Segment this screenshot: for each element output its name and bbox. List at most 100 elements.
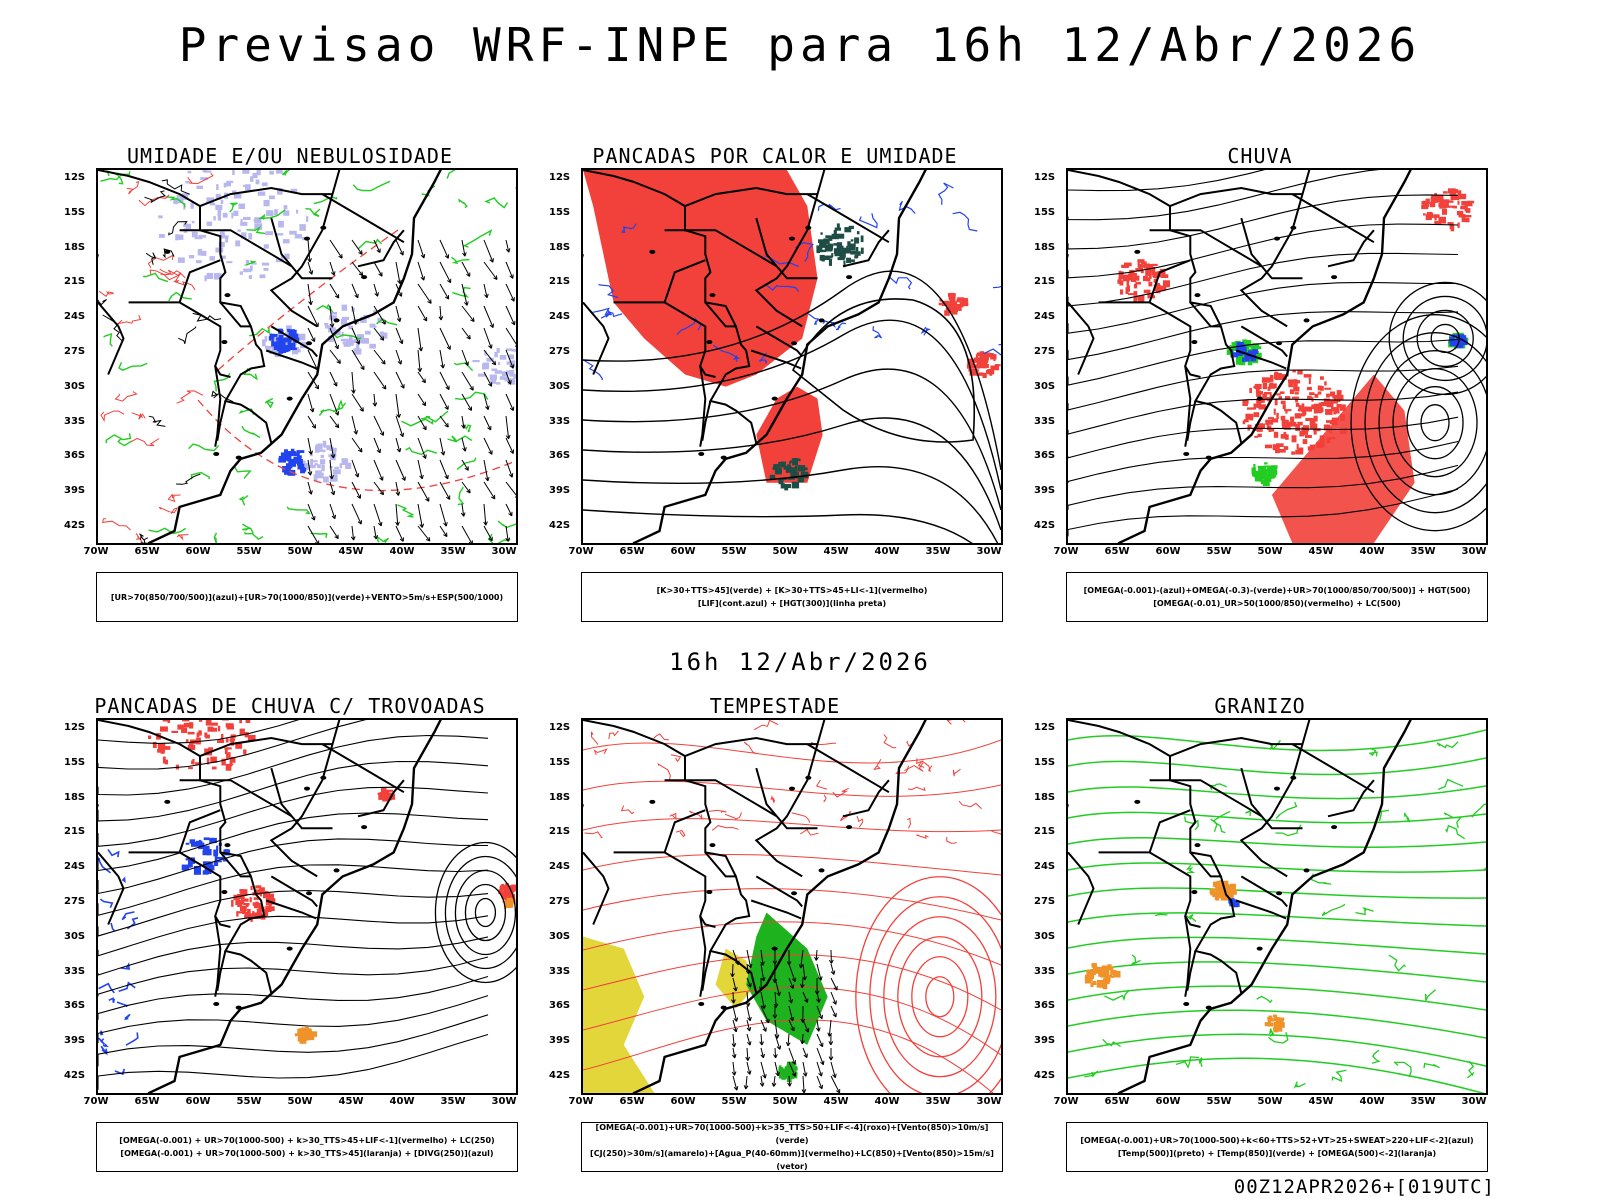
lat-tick-label: 24S [64, 861, 86, 873]
lon-tick-label: 50W [772, 1096, 798, 1107]
legend-line: [OMEGA(-0.001)+UR>70(1000-500)+k>35_TTS>… [595, 1123, 989, 1145]
lat-tick-label: 30S [64, 380, 86, 392]
panel-granizo: GRANIZO [OMEGA(-0.001)+UR>70(1000-500)+k… [1030, 694, 1490, 1176]
lat-tick-label: 24S [64, 311, 86, 323]
lat-tick-label: 42S [1034, 520, 1056, 531]
legend-line: [LIF](cont.azul) + [HGT(300)](linha pret… [697, 599, 887, 608]
lat-tick-label: 12S [549, 722, 571, 733]
lon-tick-label: 65W [619, 1096, 645, 1107]
lat-tick-label: 15S [549, 756, 571, 768]
panel-title: PANCADAS POR CALOR E UMIDADE [592, 144, 958, 168]
lat-tick-label: 18S [549, 791, 571, 803]
lat-tick-label: 33S [64, 965, 86, 977]
panel-title: PANCADAS DE CHUVA C/ TROVOADAS [94, 694, 486, 718]
lat-tick-label: 39S [549, 485, 571, 497]
map-granizo [1066, 718, 1488, 1095]
map-graphic [98, 720, 516, 1093]
lon-tick-label: 35W [925, 546, 951, 557]
lat-tick-label: 18S [549, 241, 571, 253]
legend-line: [CJ(250)>30m/s](amarelo)+[Agua_P(40-60mm… [590, 1149, 994, 1171]
lon-tick-label: 60W [670, 1096, 696, 1107]
lon-tick-label: 55W [236, 546, 262, 557]
lat-tick-label: 27S [64, 346, 86, 357]
lon-tick-label: 40W [389, 546, 415, 557]
lon-tick-label: 70W [83, 1096, 109, 1107]
legend-line: [Temp(500)](preto) + [Temp(850)](verde) … [1117, 1149, 1437, 1158]
lat-tick-label: 15S [549, 206, 571, 218]
panel-umidade: UMIDADE E/OU NEBULOSIDADE [UR>70(850/700… [60, 144, 520, 626]
lon-tick-label: 65W [1104, 1096, 1130, 1107]
lat-tick-label: 42S [549, 520, 571, 531]
lat-tick-label: 15S [64, 206, 86, 218]
lat-tick-label: 18S [64, 241, 86, 253]
lon-tick-label: 30W [491, 546, 517, 557]
panel-legend: [UR>70(850/700/500)](azul)+[UR>70(1000/8… [96, 572, 518, 622]
lat-tick-label: 36S [1034, 450, 1056, 462]
lon-tick-label: 70W [1053, 546, 1079, 557]
lat-tick-label: 12S [1034, 722, 1056, 733]
lat-tick-label: 27S [1034, 896, 1056, 907]
legend-line: [K>30+TTS>45](verde) + [K>30+TTS>45+LI<-… [656, 586, 928, 595]
lat-tick-label: 39S [64, 1035, 86, 1047]
map-umidade [96, 168, 518, 545]
lat-tick-label: 42S [549, 1070, 571, 1081]
lat-tick-label: 27S [549, 346, 571, 357]
lat-tick-label: 12S [64, 172, 86, 183]
lon-tick-label: 30W [1461, 546, 1487, 557]
panel-title: GRANIZO [1214, 694, 1306, 718]
lat-tick-label: 39S [1034, 485, 1056, 497]
map-graphic [1068, 720, 1486, 1093]
lat-tick-label: 21S [1034, 276, 1056, 288]
panel-legend: [OMEGA(-0.001)+UR>70(1000-500)+k<60+TTS>… [1066, 1122, 1488, 1172]
map-graphic [1068, 170, 1486, 543]
lat-tick-label: 27S [1034, 346, 1056, 357]
lon-tick-label: 35W [925, 1096, 951, 1107]
lat-tick-label: 27S [64, 896, 86, 907]
lon-tick-label: 70W [83, 546, 109, 557]
map-graphic [583, 170, 1001, 543]
lat-tick-label: 42S [1034, 1070, 1056, 1081]
lon-tick-label: 50W [287, 1096, 313, 1107]
legend-line: [OMEGA(-0.001)+UR>70(1000-500)+k<60+TTS>… [1080, 1136, 1474, 1145]
lat-tick-label: 33S [64, 415, 86, 427]
legend-line: [UR>70(850/700/500)](azul)+[UR>70(1000/8… [110, 592, 504, 602]
lat-tick-label: 24S [1034, 861, 1056, 873]
lon-tick-label: 60W [185, 1096, 211, 1107]
lon-tick-label: 60W [185, 546, 211, 557]
lon-tick-label: 65W [1104, 546, 1130, 557]
lon-tick-label: 55W [721, 1096, 747, 1107]
panel-legend: [OMEGA(-0.001) + UR>70(1000-500) + k>30_… [96, 1122, 518, 1172]
lon-tick-label: 50W [1257, 546, 1283, 557]
lat-tick-label: 33S [549, 415, 571, 427]
lat-tick-label: 24S [549, 861, 571, 873]
map-pancadas-calor [581, 168, 1003, 545]
lon-tick-label: 40W [874, 1096, 900, 1107]
map-chuva [1066, 168, 1488, 545]
lon-tick-label: 40W [1359, 546, 1385, 557]
panel-title: TEMPESTADE [709, 694, 841, 718]
lon-tick-label: 45W [1308, 546, 1334, 557]
lat-tick-label: 21S [64, 826, 86, 838]
lat-tick-label: 30S [1034, 380, 1056, 392]
lon-tick-label: 40W [389, 1096, 415, 1107]
main-title: Previsao WRF-INPE para 16h 12/Abr/2026 [178, 18, 1422, 72]
panel-chuva: CHUVA [OMEGA(-0.001)-(azul)+OMEGA(-0.3)-… [1030, 144, 1490, 626]
lat-tick-label: 18S [64, 791, 86, 803]
lat-tick-label: 18S [1034, 791, 1056, 803]
lat-tick-label: 30S [549, 380, 571, 392]
panel-title: UMIDADE E/OU NEBULOSIDADE [126, 144, 454, 168]
lat-tick-label: 24S [549, 311, 571, 323]
lat-tick-label: 24S [1034, 311, 1056, 323]
lon-tick-label: 35W [440, 1096, 466, 1107]
legend-line: [OMEGA(-0.001) + UR>70(1000-500) + k>30_… [120, 1149, 494, 1158]
lon-tick-label: 70W [568, 1096, 594, 1107]
lat-tick-label: 36S [549, 450, 571, 462]
lat-tick-label: 30S [64, 930, 86, 942]
lon-tick-label: 65W [134, 546, 160, 557]
lat-tick-label: 15S [64, 756, 86, 768]
lon-tick-label: 40W [1359, 1096, 1385, 1107]
panel-pancadas-calor: PANCADAS POR CALOR E UMIDADE [K>30+TTS>4… [545, 144, 1005, 626]
legend-line: [OMEGA(-0.001)-(azul)+OMEGA(-0.3)-(verde… [1083, 586, 1471, 595]
lat-tick-label: 36S [64, 450, 86, 462]
lon-tick-label: 60W [1155, 546, 1181, 557]
